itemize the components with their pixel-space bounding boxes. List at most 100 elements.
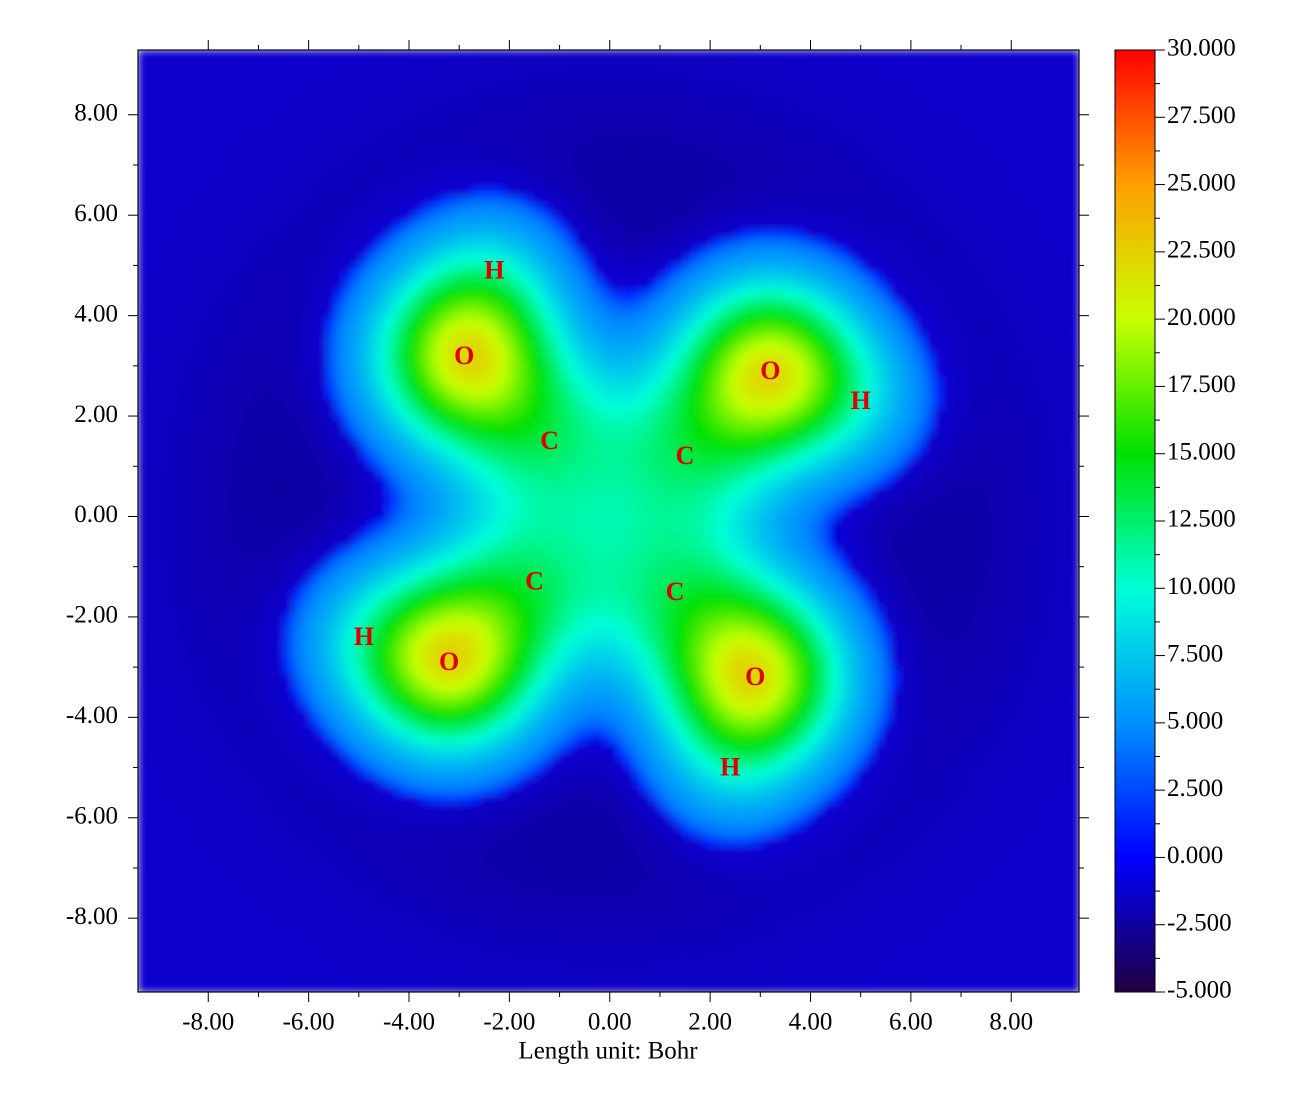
- field-cell: [599, 135, 610, 145]
- field-cell: [736, 392, 746, 402]
- field-cell: [745, 289, 755, 299]
- field-cell: [522, 281, 533, 291]
- field-cell: [334, 426, 344, 436]
- field-cell: [1027, 315, 1037, 325]
- field-cell: [172, 281, 182, 291]
- field-cell: [1044, 204, 1054, 214]
- field-cell: [745, 358, 755, 368]
- field-cell: [300, 221, 310, 231]
- field-cell: [505, 169, 515, 180]
- field-cell: [257, 383, 267, 394]
- field-cell: [189, 58, 199, 68]
- field-cell: [634, 324, 644, 334]
- field-cell: [651, 349, 661, 359]
- field-cell: [411, 349, 421, 359]
- field-cell: [865, 375, 875, 385]
- field-cell: [1002, 324, 1012, 334]
- field-cell: [916, 341, 926, 351]
- field-cell: [368, 221, 379, 231]
- field-cell: [309, 401, 319, 411]
- field-cell: [702, 332, 712, 342]
- field-cell: [232, 383, 242, 394]
- field-cell: [240, 315, 250, 325]
- field-cell: [249, 349, 259, 359]
- field-cell: [505, 144, 515, 154]
- field-cell: [1070, 375, 1079, 385]
- field-cell: [291, 75, 302, 85]
- field-cell: [437, 324, 447, 334]
- field-cell: [925, 221, 935, 231]
- field-cell: [659, 195, 669, 205]
- field-cell: [856, 298, 866, 308]
- field-cell: [291, 272, 302, 282]
- field-cell: [266, 358, 276, 368]
- field-cell: [839, 144, 849, 154]
- field-cell: [1019, 204, 1029, 214]
- field-cell: [531, 418, 541, 428]
- field-cell: [309, 298, 319, 308]
- field-cell: [771, 298, 781, 308]
- field-cell: [685, 383, 695, 394]
- field-cell: [206, 50, 216, 60]
- field-cell: [659, 324, 669, 334]
- field-cell: [505, 306, 515, 317]
- field-cell: [651, 255, 661, 265]
- field-cell: [540, 67, 550, 77]
- field-cell: [634, 255, 644, 265]
- field-cell: [651, 272, 661, 282]
- field-cell: [214, 324, 225, 334]
- field-cell: [172, 135, 182, 145]
- field-cell: [830, 315, 841, 325]
- field-cell: [480, 169, 490, 180]
- field-cell: [540, 409, 550, 419]
- field-cell: [617, 341, 627, 351]
- field-cell: [1044, 418, 1054, 428]
- field-cell: [1053, 101, 1063, 111]
- field-cell: [762, 178, 772, 188]
- field-cell: [1010, 366, 1020, 377]
- field-cell: [291, 135, 302, 145]
- field-cell: [634, 332, 644, 342]
- field-cell: [574, 341, 584, 351]
- field-cell: [736, 409, 746, 419]
- field-cell: [317, 349, 327, 359]
- field-cell: [848, 101, 858, 111]
- field-cell: [360, 341, 370, 351]
- field-cell: [471, 315, 481, 325]
- field-cell: [454, 135, 464, 145]
- field-cell: [728, 92, 738, 102]
- field-cell: [984, 229, 995, 239]
- field-cell: [608, 349, 618, 359]
- field-cell: [702, 58, 712, 68]
- field-cell: [291, 349, 302, 359]
- field-cell: [146, 169, 156, 180]
- field-cell: [565, 401, 575, 411]
- field-cell: [138, 135, 148, 145]
- field-cell: [471, 118, 481, 128]
- field-cell: [736, 221, 746, 231]
- field-cell: [856, 375, 866, 385]
- field-cell: [138, 212, 148, 222]
- field-cell: [728, 101, 738, 111]
- field-cell: [608, 289, 618, 299]
- field-cell: [1002, 161, 1012, 171]
- field-cell: [865, 118, 875, 128]
- field-cell: [540, 58, 550, 68]
- field-cell: [531, 426, 541, 436]
- field-cell: [599, 281, 610, 291]
- field-cell: [830, 264, 841, 274]
- field-cell: [848, 50, 858, 60]
- field-cell: [728, 426, 738, 436]
- field-cell: [394, 289, 404, 299]
- field-cell: [334, 67, 344, 77]
- field-cell: [916, 349, 926, 359]
- field-cell: [856, 204, 866, 214]
- field-cell: [557, 409, 567, 419]
- field-cell: [634, 298, 644, 308]
- field-cell: [180, 289, 190, 299]
- field-cell: [420, 366, 430, 377]
- field-cell: [634, 212, 644, 222]
- field-cell: [223, 152, 233, 162]
- field-cell: [668, 144, 678, 154]
- field-cell: [454, 246, 464, 257]
